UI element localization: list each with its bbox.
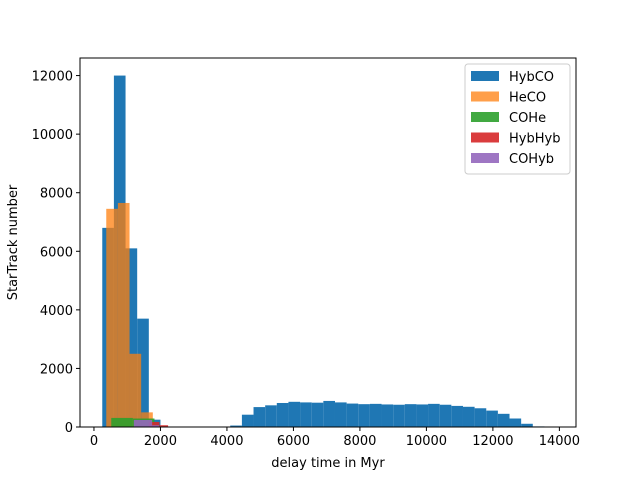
bar-HybCO-20 — [334, 402, 347, 427]
bar-HybCO-30 — [451, 405, 463, 427]
bar-HybCO-35 — [509, 418, 522, 427]
legend-label-HybHyb: HybHyb — [509, 132, 560, 147]
bar-COHe-0 — [111, 417, 133, 427]
x-tick-label-2000: 2000 — [144, 434, 177, 449]
legend-label-HeCO: HeCO — [509, 91, 546, 106]
bar-HybCO-33 — [486, 410, 498, 427]
y-tick-label-12000: 12000 — [32, 70, 73, 85]
bar-HybCO-31 — [462, 406, 475, 427]
x-tick-label-6000: 6000 — [277, 434, 310, 449]
histogram-bars — [102, 75, 545, 427]
y-tick-label-4000: 4000 — [40, 304, 73, 319]
x-tick-label-4000: 4000 — [210, 434, 243, 449]
bar-COHyb-1 — [152, 425, 160, 427]
legend-swatch-COHyb — [471, 153, 499, 163]
legend-swatch-HybHyb — [471, 132, 499, 143]
bar-HybCO-26 — [404, 404, 417, 427]
bar-HybCO-2 — [125, 248, 138, 427]
y-axis-label: StarTrack number — [6, 184, 21, 300]
x-tick-label-12000: 12000 — [472, 434, 513, 449]
bar-HybCO-3 — [137, 318, 149, 427]
legend-label-HybCO: HybCO — [509, 70, 554, 85]
y-tick-label-8000: 8000 — [40, 187, 73, 202]
axes: 0 2000 4000 6000 8000 10000 12000 14000 0 2000 400… — [32, 57, 580, 449]
bar-HybCO-19 — [323, 400, 335, 427]
legend-label-COHyb: COHyb — [509, 152, 554, 167]
bar-HybCO-21 — [346, 403, 359, 427]
bar-HybCO-22 — [358, 404, 370, 427]
legend: HybCO HeCO COHe HybHyb COHyb — [464, 63, 571, 175]
bar-HeCO-2 — [129, 353, 142, 427]
bar-HybCO-34 — [497, 413, 510, 427]
x-tick-label-14000: 14000 — [539, 434, 580, 449]
bar-HybCO-27 — [416, 404, 429, 427]
legend-swatch-HybCO — [471, 71, 499, 81]
series-HybHyb — [148, 422, 169, 427]
bar-HybCO-12 — [241, 414, 254, 427]
bar-HeCO-0 — [106, 208, 118, 427]
x-axis-label: delay time in Myr — [271, 456, 385, 471]
bar-HybCO-25 — [393, 404, 405, 427]
bar-HybCO-16 — [288, 401, 301, 427]
legend-swatch-HeCO — [471, 91, 499, 102]
bar-HybCO-17 — [300, 402, 312, 427]
bar-HybCO-14 — [265, 405, 277, 427]
bar-HybCO-28 — [428, 403, 440, 427]
y-tick-label-6000: 6000 — [40, 245, 73, 260]
y-tick-label-10000: 10000 — [32, 128, 73, 143]
legend-label-COHe: COHe — [509, 111, 546, 126]
bar-HybCO-18 — [311, 402, 324, 427]
plot-frame — [79, 57, 577, 428]
y-tick-label-2000: 2000 — [40, 362, 73, 377]
legend-swatch-COHe — [471, 112, 499, 122]
bar-HybCO-24 — [381, 404, 394, 427]
bar-HeCO-1 — [117, 202, 130, 427]
bar-HybCO-32 — [474, 408, 487, 427]
x-tick-label-10000: 10000 — [406, 434, 447, 449]
bar-HybHyb-0 — [148, 422, 160, 427]
x-tick-label-8000: 8000 — [343, 434, 376, 449]
bar-HybCO-15 — [276, 402, 289, 427]
x-tick-label-0: 0 — [90, 434, 98, 449]
bar-HybCO-11 — [230, 425, 242, 427]
series-COHyb — [133, 419, 160, 427]
bar-HybCO-36 — [521, 423, 533, 427]
y-tick-label-0: 0 — [65, 421, 73, 436]
bar-HybCO-23 — [369, 403, 382, 427]
bar-HybCO-29 — [439, 404, 452, 427]
bar-HybCO-13 — [253, 407, 266, 427]
bar-HybHyb-1 — [159, 425, 169, 427]
bar-COHyb-0 — [133, 419, 153, 427]
